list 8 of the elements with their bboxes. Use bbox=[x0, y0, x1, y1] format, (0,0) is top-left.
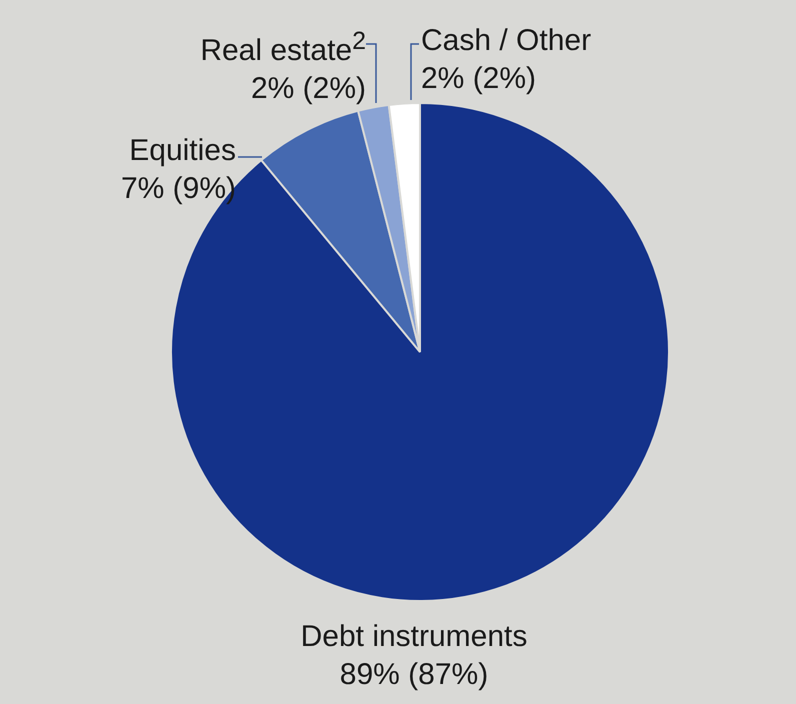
data-label: 89% (87%) bbox=[338, 657, 490, 693]
slice-label: Equities bbox=[128, 133, 236, 169]
data-label: 2% (2%) bbox=[250, 71, 366, 107]
data-label: 7% (9%) bbox=[120, 171, 236, 207]
slice-label: Cash / Other bbox=[421, 23, 592, 59]
slice-label: Real estate$^{2}$ bbox=[199, 26, 366, 69]
data-label: 2% (2%) bbox=[421, 61, 538, 97]
slice-label: Debt instruments bbox=[300, 619, 528, 655]
